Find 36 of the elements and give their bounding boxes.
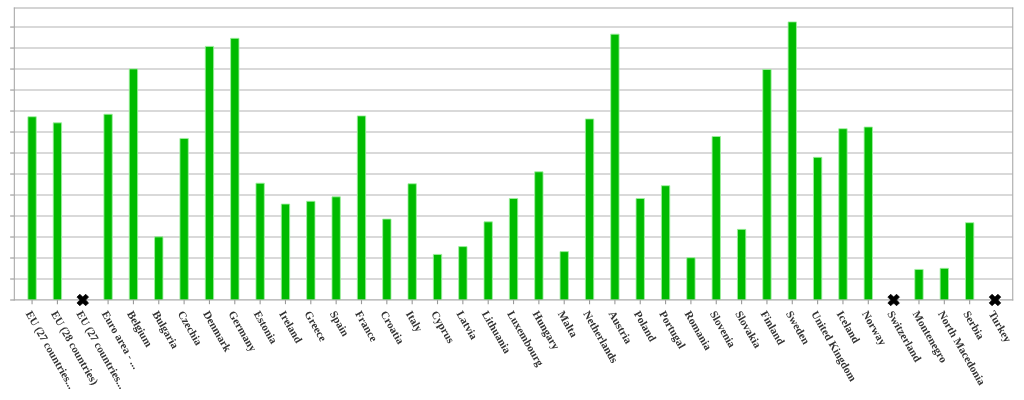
bar — [458, 246, 468, 300]
bar — [306, 200, 316, 300]
bar — [863, 126, 873, 300]
bar — [407, 183, 417, 300]
bar — [737, 228, 747, 300]
bar — [128, 68, 139, 300]
bar — [635, 198, 645, 300]
bar — [432, 253, 443, 300]
bar — [103, 113, 113, 300]
bar — [508, 198, 519, 300]
bar — [686, 257, 696, 300]
bar — [610, 33, 620, 300]
bar — [965, 222, 975, 300]
bar — [914, 268, 924, 300]
bar — [52, 122, 63, 300]
bar — [838, 128, 848, 300]
bar — [27, 116, 37, 300]
bar — [204, 45, 215, 300]
bar — [711, 136, 721, 300]
bar — [280, 203, 291, 300]
bar — [939, 267, 949, 300]
bar — [382, 218, 392, 300]
bar — [255, 182, 265, 300]
bar — [179, 138, 189, 300]
bar — [787, 21, 797, 300]
bar — [660, 185, 671, 300]
bar — [154, 236, 164, 300]
bar — [356, 115, 367, 300]
bar — [534, 171, 544, 300]
bar — [584, 118, 595, 300]
bar — [559, 251, 569, 300]
bar — [230, 37, 240, 300]
bar — [483, 221, 493, 300]
bar — [813, 156, 823, 300]
bar — [331, 196, 341, 300]
bar — [762, 69, 772, 300]
